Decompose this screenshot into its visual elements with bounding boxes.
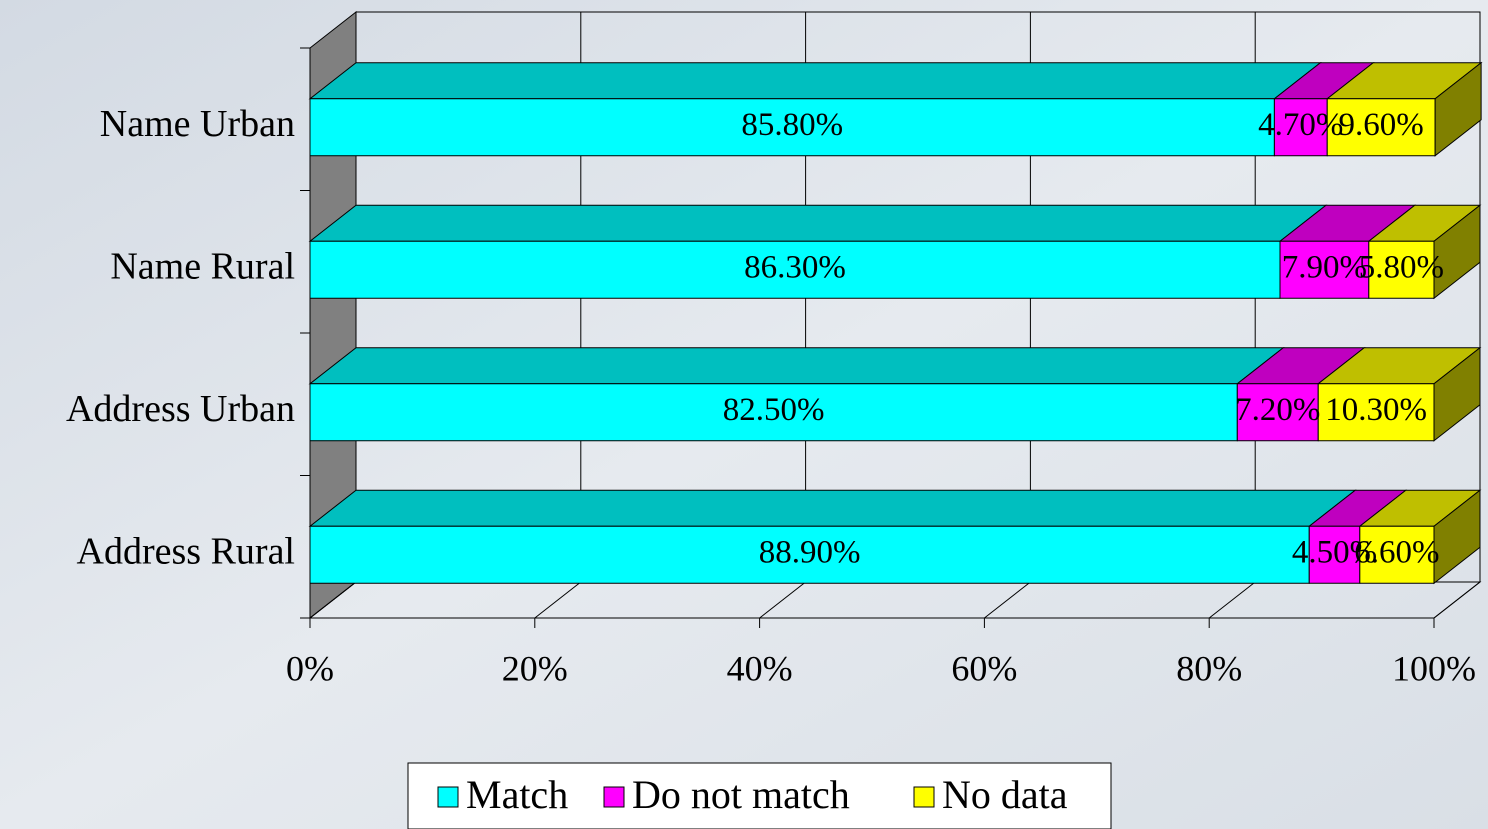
data-label: 4.50%: [1292, 534, 1377, 570]
legend: [407, 762, 1112, 829]
y-tick-label: Name Urban: [100, 103, 295, 145]
x-tick-label: 100%: [1392, 648, 1476, 688]
bar-top: [308, 204, 1328, 242]
bar-top: [308, 489, 1357, 527]
grid-line: [759, 581, 806, 619]
grid-line: [1208, 581, 1256, 619]
bar-side: [1434, 61, 1482, 157]
grid-line: [984, 581, 1031, 619]
legend-swatch: [913, 786, 935, 808]
bar: [1279, 240, 1370, 299]
data-label: 82.50%: [723, 392, 825, 428]
y-tick-label: Address Urban: [66, 388, 295, 430]
x-tick-label: 20%: [502, 648, 568, 688]
data-label: 7.90%: [1282, 249, 1367, 285]
bar: [1273, 98, 1328, 157]
x-tick-label: 80%: [1176, 648, 1242, 688]
bar: [1326, 98, 1436, 157]
data-label: 85.80%: [741, 107, 843, 143]
grid-line: [534, 581, 582, 619]
y-tick-label: Address Rural: [77, 530, 295, 572]
bar-top: [308, 62, 1322, 100]
data-label: 6.60%: [1354, 534, 1439, 570]
data-label: 10.30%: [1325, 392, 1427, 428]
data-label: 4.70%: [1258, 107, 1343, 143]
legend-label: No data: [942, 772, 1068, 817]
x-tick-label: 0%: [286, 648, 334, 688]
legend-label: Match: [466, 772, 568, 817]
bar-side: [1433, 204, 1481, 300]
bar: [1359, 525, 1435, 584]
grid-line: [309, 581, 357, 619]
bar: [309, 98, 1275, 157]
bar-top: [308, 347, 1285, 385]
bar: [309, 383, 1238, 442]
bar: [1368, 240, 1435, 299]
grid-line: [1433, 581, 1481, 619]
x-tick-label: 60%: [951, 648, 1017, 688]
x-tick-label: 40%: [727, 648, 793, 688]
data-label: 86.30%: [744, 249, 846, 285]
bar-side: [1433, 346, 1481, 442]
data-label: 5.80%: [1359, 249, 1444, 285]
legend-label: Do not match: [632, 772, 850, 817]
legend-swatch: [603, 786, 625, 808]
y-tick-label: Name Rural: [110, 245, 295, 287]
data-label: 7.20%: [1235, 392, 1320, 428]
bar: [309, 525, 1310, 584]
bar-side: [1433, 489, 1481, 585]
legend-swatch: [437, 786, 459, 808]
data-label: 88.90%: [759, 534, 861, 570]
bar: [1317, 383, 1435, 442]
data-label: 9.60%: [1339, 107, 1424, 143]
